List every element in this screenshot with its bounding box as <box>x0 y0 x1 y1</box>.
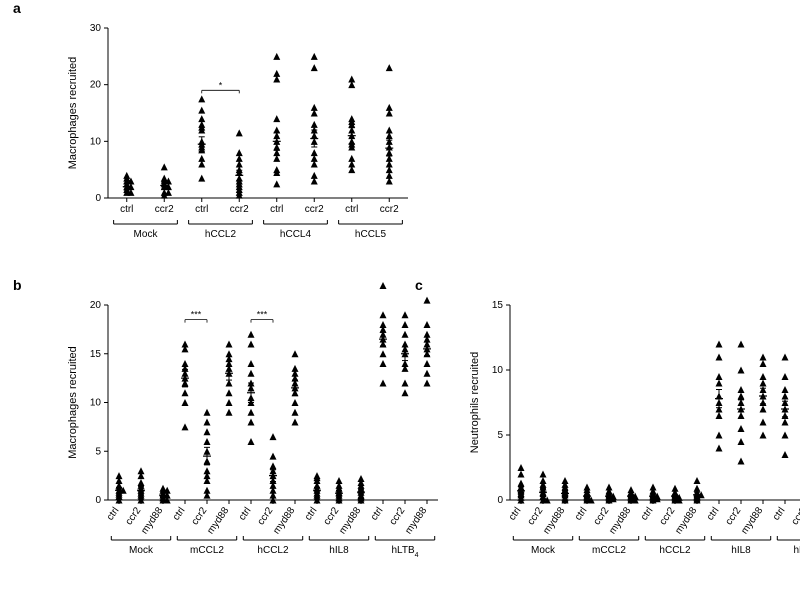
svg-text:hCCL2: hCCL2 <box>659 545 691 556</box>
svg-text:hLTB4: hLTB4 <box>391 545 418 559</box>
panel-label-b: b <box>13 277 22 293</box>
svg-text:ccr2: ccr2 <box>190 505 210 527</box>
svg-text:ccr2: ccr2 <box>124 505 144 527</box>
svg-text:0: 0 <box>95 193 101 204</box>
svg-text:ccr2: ccr2 <box>305 204 324 215</box>
svg-text:ccr2: ccr2 <box>724 505 744 527</box>
svg-text:myd88: myd88 <box>739 505 765 536</box>
svg-text:15: 15 <box>90 349 102 360</box>
svg-text:myd88: myd88 <box>205 505 231 536</box>
svg-text:mCCL2: mCCL2 <box>592 545 626 556</box>
svg-text:10: 10 <box>492 365 504 376</box>
svg-text:myd88: myd88 <box>337 505 363 536</box>
svg-text:ctrl: ctrl <box>237 505 254 522</box>
svg-text:hIL8: hIL8 <box>329 545 349 556</box>
svg-text:ctrl: ctrl <box>105 505 122 522</box>
svg-text:mCCL2: mCCL2 <box>190 545 224 556</box>
svg-text:ccr2: ccr2 <box>322 505 342 527</box>
svg-text:ctrl: ctrl <box>573 505 590 522</box>
svg-text:20: 20 <box>90 80 102 91</box>
svg-text:ccr2: ccr2 <box>658 505 678 527</box>
svg-text:***: *** <box>191 310 202 320</box>
svg-text:Mock: Mock <box>129 545 154 556</box>
svg-text:Neutrophils recruited: Neutrophils recruited <box>469 352 481 454</box>
svg-text:ccr2: ccr2 <box>592 505 612 527</box>
svg-text:15: 15 <box>492 300 504 311</box>
svg-text:ctrl: ctrl <box>771 505 788 522</box>
svg-text:10: 10 <box>90 136 102 147</box>
svg-text:Macrophages recruited: Macrophages recruited <box>67 346 79 459</box>
svg-text:myd88: myd88 <box>607 505 633 536</box>
svg-text:ccr2: ccr2 <box>230 204 249 215</box>
svg-text:ccr2: ccr2 <box>380 204 399 215</box>
svg-text:hCCL2: hCCL2 <box>257 545 289 556</box>
svg-text:ccr2: ccr2 <box>388 505 408 527</box>
svg-text:myd88: myd88 <box>541 505 567 536</box>
panel-label-c: c <box>415 277 423 293</box>
svg-text:hCCL2: hCCL2 <box>205 229 237 240</box>
svg-text:myd88: myd88 <box>139 505 165 536</box>
panel-svg-b: 05101520Macrophages recruitedctrlccr2myd… <box>58 295 468 580</box>
svg-text:ccr2: ccr2 <box>256 505 276 527</box>
svg-text:ctrl: ctrl <box>120 204 133 215</box>
svg-text:0: 0 <box>497 495 503 506</box>
svg-text:5: 5 <box>497 430 503 441</box>
svg-text:Mock: Mock <box>134 229 159 240</box>
svg-text:5: 5 <box>95 446 101 457</box>
svg-text:ctrl: ctrl <box>195 204 208 215</box>
svg-text:*: * <box>219 80 223 90</box>
svg-text:10: 10 <box>90 398 102 409</box>
panel-a: 0102030Macrophages recruitedctrlccr2ctrl… <box>58 18 358 188</box>
svg-text:hCCL5: hCCL5 <box>355 229 387 240</box>
svg-text:myd88: myd88 <box>271 505 297 536</box>
panel-c: 051015Neutrophils recruitedctrlccr2myd88… <box>460 295 790 490</box>
svg-text:hLTB4: hLTB4 <box>793 545 800 559</box>
svg-text:ctrl: ctrl <box>303 505 320 522</box>
svg-text:ctrl: ctrl <box>171 505 188 522</box>
svg-text:ccr2: ccr2 <box>790 505 800 527</box>
svg-text:hCCL4: hCCL4 <box>280 229 312 240</box>
svg-text:Macrophages recruited: Macrophages recruited <box>67 57 79 170</box>
panel-b: 05101520Macrophages recruitedctrlccr2myd… <box>58 295 388 490</box>
svg-text:myd88: myd88 <box>673 505 699 536</box>
svg-text:myd88: myd88 <box>403 505 429 536</box>
svg-text:***: *** <box>257 310 268 320</box>
panel-svg-c: 051015Neutrophils recruitedctrlccr2myd88… <box>460 295 800 580</box>
svg-text:ctrl: ctrl <box>345 204 358 215</box>
svg-text:0: 0 <box>95 495 101 506</box>
svg-text:ctrl: ctrl <box>507 505 524 522</box>
svg-text:20: 20 <box>90 300 102 311</box>
svg-text:ctrl: ctrl <box>369 505 386 522</box>
svg-text:ctrl: ctrl <box>639 505 656 522</box>
svg-text:ccr2: ccr2 <box>155 204 174 215</box>
svg-text:ccr2: ccr2 <box>526 505 546 527</box>
svg-text:30: 30 <box>90 23 102 34</box>
svg-text:ctrl: ctrl <box>270 204 283 215</box>
svg-text:ctrl: ctrl <box>705 505 722 522</box>
panel-svg-a: 0 10 20 30 Macrophages recruited ctrl ccr2 ctrl… <box>58 18 438 278</box>
figure: { "layout": { "canvas": { "w": 800, "h":… <box>0 0 800 590</box>
svg-text:Mock: Mock <box>531 545 556 556</box>
svg-text:hIL8: hIL8 <box>731 545 751 556</box>
panel-label-a: a <box>13 0 21 16</box>
